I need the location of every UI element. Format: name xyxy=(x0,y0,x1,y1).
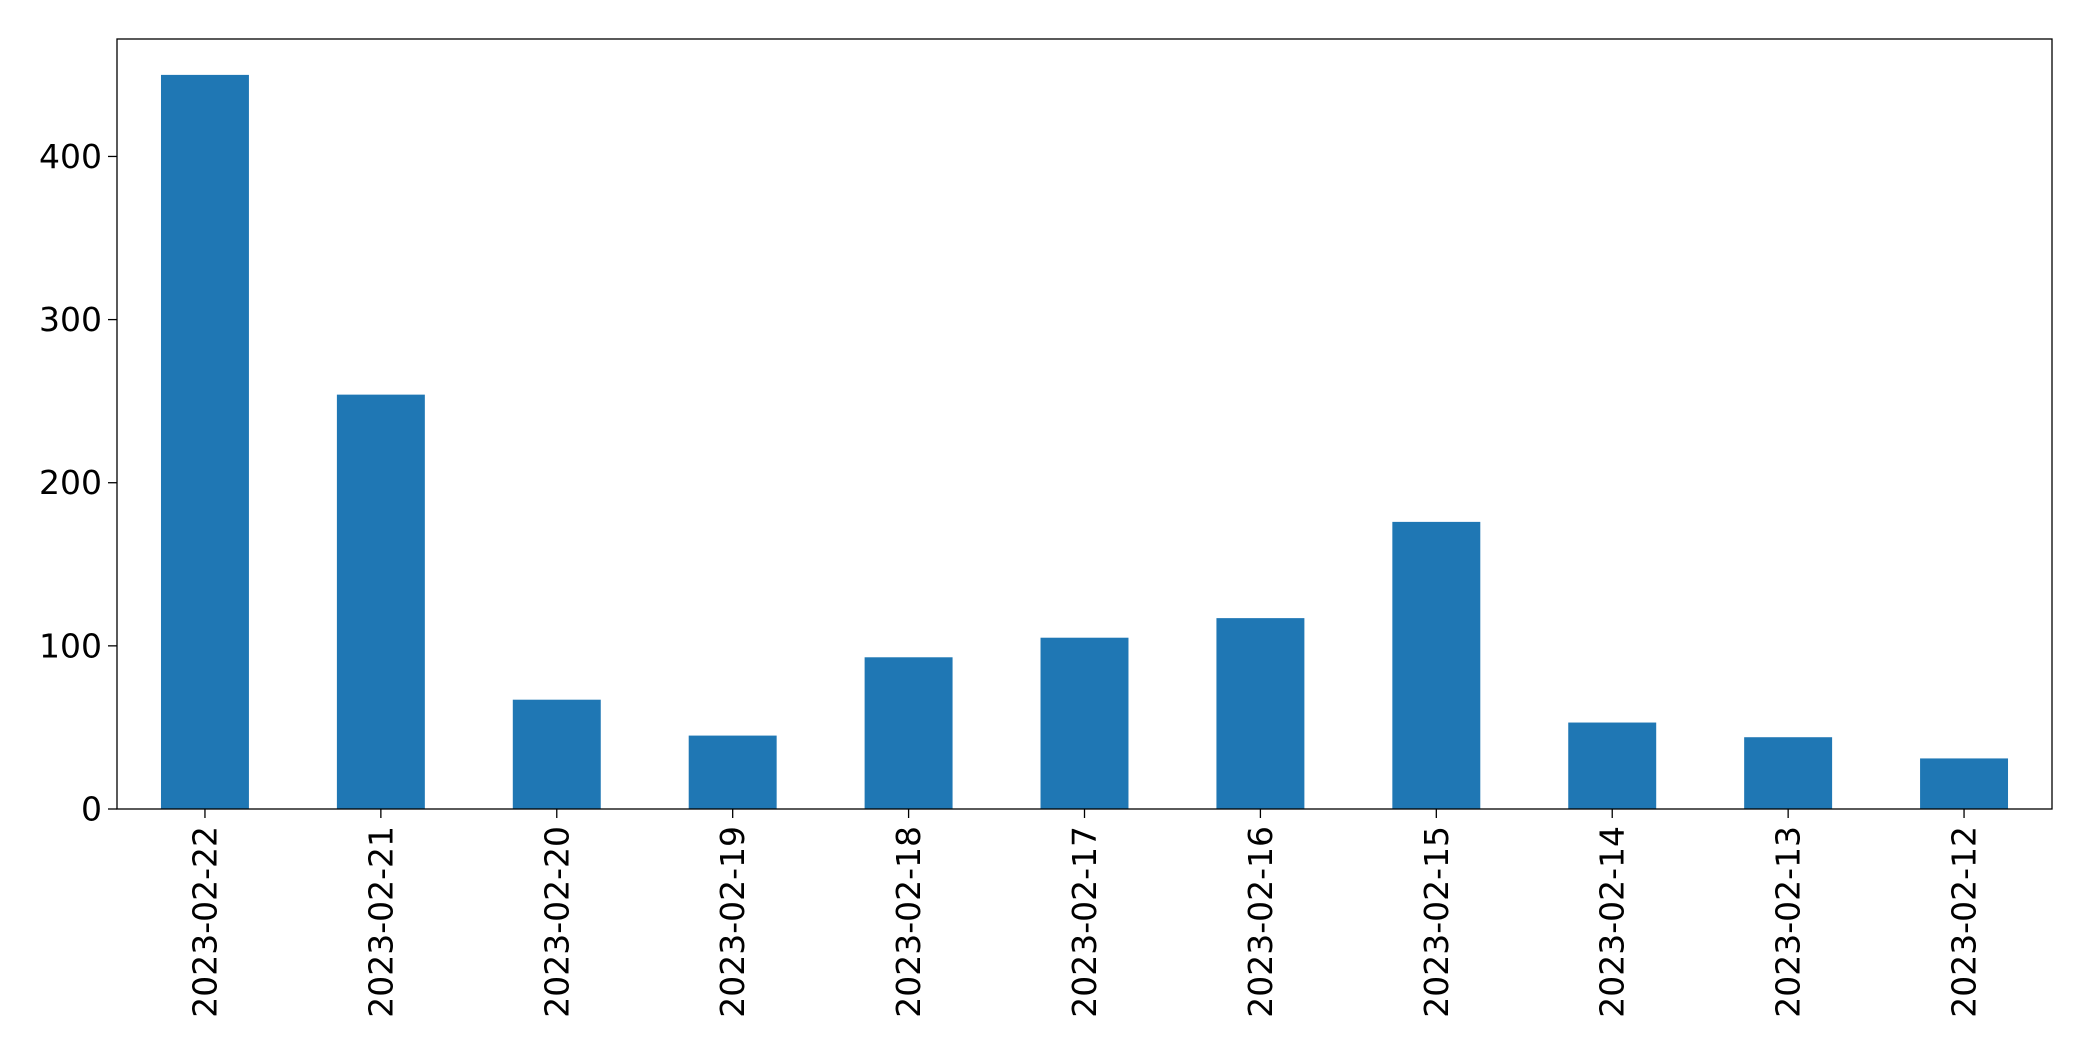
bar-2023-02-15 xyxy=(1392,521,1481,809)
x-axis: 2023-02-22 2023-02-21 2023-02-20 2023-02-19… xyxy=(185,809,1984,1018)
x-tick-label: 2023-02-12 xyxy=(1945,826,1984,1018)
y-tick-label: 400 xyxy=(39,137,102,176)
x-tick-label: 2023-02-19 xyxy=(713,826,752,1018)
bar-2023-02-16 xyxy=(1216,618,1305,809)
x-tick-label: 2023-02-18 xyxy=(889,826,928,1018)
plot-frame xyxy=(116,38,2053,810)
x-tick-label: 2023-02-17 xyxy=(1065,826,1104,1018)
x-tick-label: 2023-02-21 xyxy=(361,826,400,1018)
bar-2023-02-13 xyxy=(1744,737,1833,809)
x-tick-label: 2023-02-15 xyxy=(1417,826,1456,1018)
bar-2023-02-18 xyxy=(864,657,953,809)
bar-2023-02-17 xyxy=(1040,637,1129,809)
bar-2023-02-21 xyxy=(336,394,425,809)
bar-2023-02-20 xyxy=(512,699,601,809)
y-tick-label: 0 xyxy=(81,790,102,829)
bar-2023-02-19 xyxy=(688,735,777,809)
x-tick-label: 2023-02-16 xyxy=(1241,826,1280,1018)
bar-2023-02-22 xyxy=(160,74,249,809)
y-tick-label: 200 xyxy=(39,463,102,502)
bar-2023-02-12 xyxy=(1920,758,2009,809)
y-axis: 0 100 200 300 400 xyxy=(39,137,117,829)
y-tick-label: 100 xyxy=(39,626,102,665)
x-tick-label: 2023-02-20 xyxy=(537,826,576,1018)
x-tick-label: 2023-02-13 xyxy=(1769,826,1808,1018)
x-tick-label: 2023-02-14 xyxy=(1593,826,1632,1018)
bars-group xyxy=(160,74,2009,809)
x-tick-label: 2023-02-22 xyxy=(185,826,224,1018)
bar-2023-02-14 xyxy=(1568,722,1657,809)
y-tick-label: 300 xyxy=(39,300,102,339)
